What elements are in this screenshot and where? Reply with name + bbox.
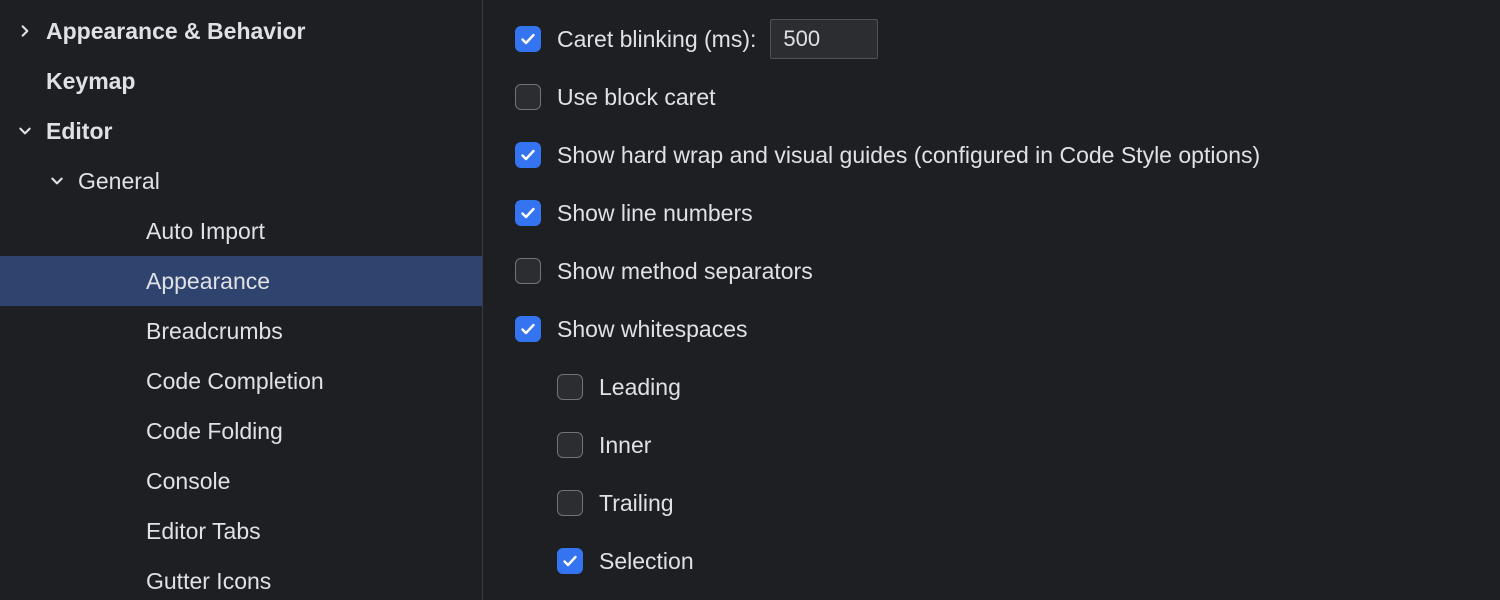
sidebar-item-gutter-icons[interactable]: Gutter Icons [0, 556, 482, 600]
chevron-down-icon[interactable] [46, 174, 68, 188]
option-show-method-separators: Show method separators [515, 248, 1500, 294]
sidebar-item-auto-import[interactable]: Auto Import [0, 206, 482, 256]
ws-inner-checkbox[interactable] [557, 432, 583, 458]
option-show-whitespaces: Show whitespaces [515, 306, 1500, 352]
settings-window: Appearance & Behavior Keymap Editor General… [0, 0, 1500, 600]
sidebar-item-console[interactable]: Console [0, 456, 482, 506]
option-show-line-numbers: Show line numbers [515, 190, 1500, 236]
show-whitespaces-label: Show whitespaces [557, 316, 748, 343]
chevron-right-icon[interactable] [14, 24, 36, 38]
option-use-block-caret: Use block caret [515, 74, 1500, 120]
option-ws-leading: Leading [515, 364, 1500, 410]
option-caret-blinking: Caret blinking (ms): [515, 16, 1500, 62]
use-block-caret-checkbox[interactable] [515, 84, 541, 110]
use-block-caret-label: Use block caret [557, 84, 716, 111]
option-ws-selection: Selection [515, 538, 1500, 584]
sidebar-item-appearance[interactable]: Appearance [0, 256, 482, 306]
show-line-numbers-label: Show line numbers [557, 200, 753, 227]
option-show-hard-wrap: Show hard wrap and visual guides (config… [515, 132, 1500, 178]
show-whitespaces-checkbox[interactable] [515, 316, 541, 342]
sidebar-item-label: Appearance & Behavior [36, 18, 305, 45]
caret-blinking-label: Caret blinking (ms): [557, 26, 756, 53]
ws-selection-checkbox[interactable] [557, 548, 583, 574]
ws-leading-label: Leading [599, 374, 681, 401]
ws-inner-label: Inner [599, 432, 651, 459]
sidebar-item-code-completion[interactable]: Code Completion [0, 356, 482, 406]
sidebar-item-label: Editor Tabs [114, 518, 261, 545]
ws-trailing-checkbox[interactable] [557, 490, 583, 516]
sidebar-item-label: Appearance [114, 268, 270, 295]
caret-blinking-checkbox[interactable] [515, 26, 541, 52]
sidebar-item-label: Auto Import [114, 218, 265, 245]
caret-blinking-input[interactable] [770, 19, 878, 59]
sidebar-item-code-folding[interactable]: Code Folding [0, 406, 482, 456]
ws-trailing-label: Trailing [599, 490, 674, 517]
show-line-numbers-checkbox[interactable] [515, 200, 541, 226]
sidebar-item-editor[interactable]: Editor [0, 106, 482, 156]
sidebar-item-label: Breadcrumbs [114, 318, 283, 345]
sidebar-item-general[interactable]: General [0, 156, 482, 206]
sidebar-item-label: Code Folding [114, 418, 283, 445]
show-method-separators-label: Show method separators [557, 258, 813, 285]
sidebar-item-label: Keymap [14, 68, 135, 95]
show-hard-wrap-checkbox[interactable] [515, 142, 541, 168]
sidebar-item-label: General [68, 168, 160, 195]
sidebar-item-keymap[interactable]: Keymap [0, 56, 482, 106]
sidebar-item-breadcrumbs[interactable]: Breadcrumbs [0, 306, 482, 356]
settings-content-panel: Caret blinking (ms): Use block caret Sho… [483, 0, 1500, 600]
sidebar-item-label: Code Completion [114, 368, 324, 395]
chevron-down-icon[interactable] [14, 124, 36, 138]
sidebar-item-appearance-behavior[interactable]: Appearance & Behavior [0, 6, 482, 56]
ws-selection-label: Selection [599, 548, 694, 575]
show-method-separators-checkbox[interactable] [515, 258, 541, 284]
sidebar-item-editor-tabs[interactable]: Editor Tabs [0, 506, 482, 556]
option-ws-inner: Inner [515, 422, 1500, 468]
ws-leading-checkbox[interactable] [557, 374, 583, 400]
settings-sidebar: Appearance & Behavior Keymap Editor General… [0, 0, 483, 600]
show-hard-wrap-label: Show hard wrap and visual guides (config… [557, 142, 1260, 169]
sidebar-item-label: Gutter Icons [114, 568, 271, 595]
option-ws-trailing: Trailing [515, 480, 1500, 526]
sidebar-item-label: Editor [36, 118, 112, 145]
sidebar-item-label: Console [114, 468, 230, 495]
